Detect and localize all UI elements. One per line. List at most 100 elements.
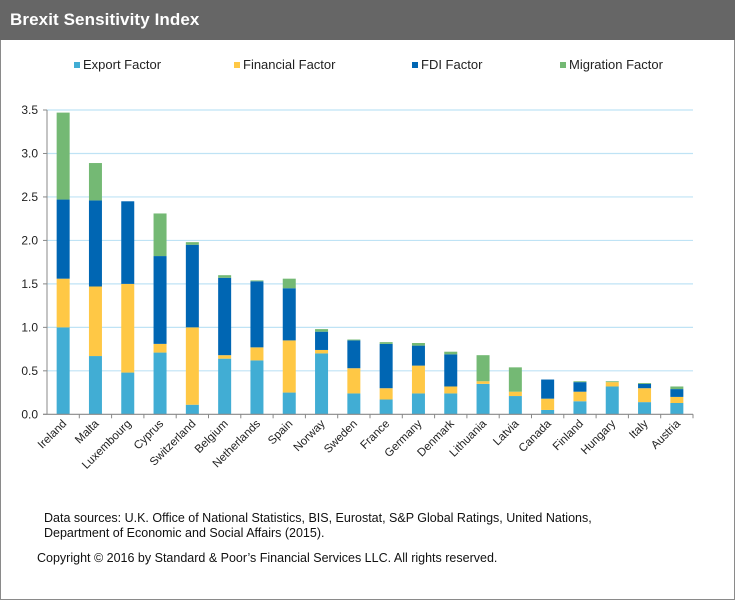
bar-segment-migration-factor: [573, 381, 587, 383]
bar-segment-fdi-factor: [218, 277, 232, 356]
bar-segment-export-factor: [605, 386, 619, 415]
bar-segment-fdi-factor: [315, 331, 329, 350]
bar-segment-financial-factor: [218, 355, 232, 359]
x-tick-label: Hungary: [579, 418, 618, 457]
bar-segment-financial-factor: [476, 381, 490, 384]
bar-segment-migration-factor: [605, 381, 619, 383]
bar-segment-migration-factor: [638, 383, 652, 384]
bar-segment-export-factor: [56, 327, 70, 415]
bar-segment-fdi-factor: [670, 389, 684, 397]
bar-segment-migration-factor: [315, 329, 329, 332]
bar-segment-financial-factor: [185, 327, 199, 405]
bar-segment-financial-factor: [541, 398, 555, 410]
bar-segment-financial-factor: [670, 396, 684, 403]
bar-segment-export-factor: [250, 360, 264, 415]
bar-segment-fdi-factor: [56, 199, 70, 279]
bar-segment-fdi-factor: [573, 382, 587, 392]
bar-segment-migration-factor: [670, 386, 684, 390]
bar-segment-fdi-factor: [250, 281, 264, 348]
bar-segment-financial-factor: [444, 386, 458, 394]
bar-segment-migration-factor: [347, 339, 361, 341]
x-tick-label: Spain: [266, 418, 295, 447]
legend-swatch-export: [74, 61, 80, 68]
legend-swatch-migration: [560, 61, 566, 68]
bar-segment-migration-factor: [185, 242, 199, 245]
bar-segment-fdi-factor: [347, 340, 361, 369]
x-tick-label: Canada: [517, 418, 554, 455]
bar-segment-financial-factor: [250, 347, 264, 361]
bar-segment-export-factor: [541, 409, 555, 415]
legend-label-fdi: FDI Factor: [421, 57, 483, 72]
bar-segment-fdi-factor: [185, 244, 199, 328]
data-sources-note: Data sources: U.K. Office of National St…: [44, 511, 684, 541]
y-tick-label: 1.5: [21, 277, 38, 291]
data-sources-line-1: Data sources: U.K. Office of National St…: [44, 511, 592, 525]
legend-label-migration: Migration Factor: [569, 57, 663, 72]
bar-segment-export-factor: [153, 352, 167, 415]
bar-segment-export-factor: [573, 401, 587, 415]
legend-label-financial: Financial Factor: [243, 57, 336, 72]
bar-segment-export-factor: [185, 404, 199, 415]
bar-segment-migration-factor: [88, 163, 102, 201]
data-sources-line-2: Department of Economic and Social Affair…: [44, 526, 325, 540]
x-tick-label: Sweden: [322, 418, 360, 456]
bar-segment-financial-factor: [508, 391, 522, 397]
bar-segment-export-factor: [282, 392, 296, 415]
bar-segment-financial-factor: [379, 388, 393, 400]
bar-segment-export-factor: [379, 399, 393, 415]
x-tick-label: Latvia: [491, 418, 522, 449]
bar-segment-export-factor: [670, 402, 684, 415]
bar-segment-financial-factor: [638, 388, 652, 403]
bar-segment-financial-factor: [605, 382, 619, 387]
bar-segment-export-factor: [88, 356, 102, 415]
bar-segment-financial-factor: [315, 349, 329, 354]
bar-segment-financial-factor: [573, 391, 587, 402]
bar-segment-migration-factor: [56, 112, 70, 200]
y-tick-label: 0.5: [21, 364, 38, 378]
bar-segment-export-factor: [476, 383, 490, 415]
bar-segment-export-factor: [411, 393, 425, 415]
bar-segment-financial-factor: [88, 286, 102, 357]
bar-segment-export-factor: [347, 393, 361, 415]
bar-segment-fdi-factor: [121, 201, 135, 284]
y-tick-label: 2.0: [21, 233, 38, 247]
y-tick-label: 3.0: [21, 146, 38, 160]
chart-title: Brexit Sensitivity Index: [10, 10, 200, 29]
bar-segment-migration-factor: [476, 355, 490, 382]
bar-segment-fdi-factor: [88, 200, 102, 287]
bar-segment-financial-factor: [411, 365, 425, 394]
copyright-note: Copyright © 2016 by Standard & Poor’s Fi…: [37, 551, 498, 565]
y-tick-label: 1.0: [21, 320, 38, 334]
bar-segment-fdi-factor: [153, 256, 167, 344]
legend-item-export: Export Factor: [74, 57, 161, 72]
bar-segment-financial-factor: [121, 283, 135, 373]
bar-segment-fdi-factor: [411, 345, 425, 366]
bar-segment-migration-factor: [508, 367, 522, 392]
legend-item-fdi: FDI Factor: [412, 57, 482, 72]
title-bar: Brexit Sensitivity Index: [0, 0, 735, 40]
bar-segment-financial-factor: [153, 343, 167, 353]
legend-swatch-financial: [234, 61, 240, 68]
bar-segment-export-factor: [121, 372, 135, 415]
bar-segment-financial-factor: [282, 340, 296, 393]
bar-segment-migration-factor: [153, 213, 167, 257]
bar-segment-migration-factor: [379, 342, 393, 344]
y-tick-label: 2.5: [21, 190, 38, 204]
bar-segment-fdi-factor: [379, 343, 393, 389]
bar-segment-migration-factor: [411, 343, 425, 346]
bar-segment-export-factor: [218, 358, 232, 415]
bar-segment-export-factor: [444, 393, 458, 415]
bar-segment-fdi-factor: [444, 354, 458, 387]
legend-swatch-fdi: [412, 61, 418, 68]
legend: Export Factor Financial Factor FDI Facto…: [0, 55, 735, 75]
x-tick-label: Austria: [649, 418, 683, 452]
x-tick-label: Italy: [627, 418, 651, 442]
x-tick-label: Malta: [73, 418, 102, 447]
bar-segment-export-factor: [315, 353, 329, 415]
bar-segment-financial-factor: [56, 278, 70, 328]
bar-segment-fdi-factor: [282, 288, 296, 341]
bar-segment-migration-factor: [250, 280, 264, 282]
bar-segment-financial-factor: [347, 368, 361, 394]
bar-segment-migration-factor: [444, 351, 458, 355]
